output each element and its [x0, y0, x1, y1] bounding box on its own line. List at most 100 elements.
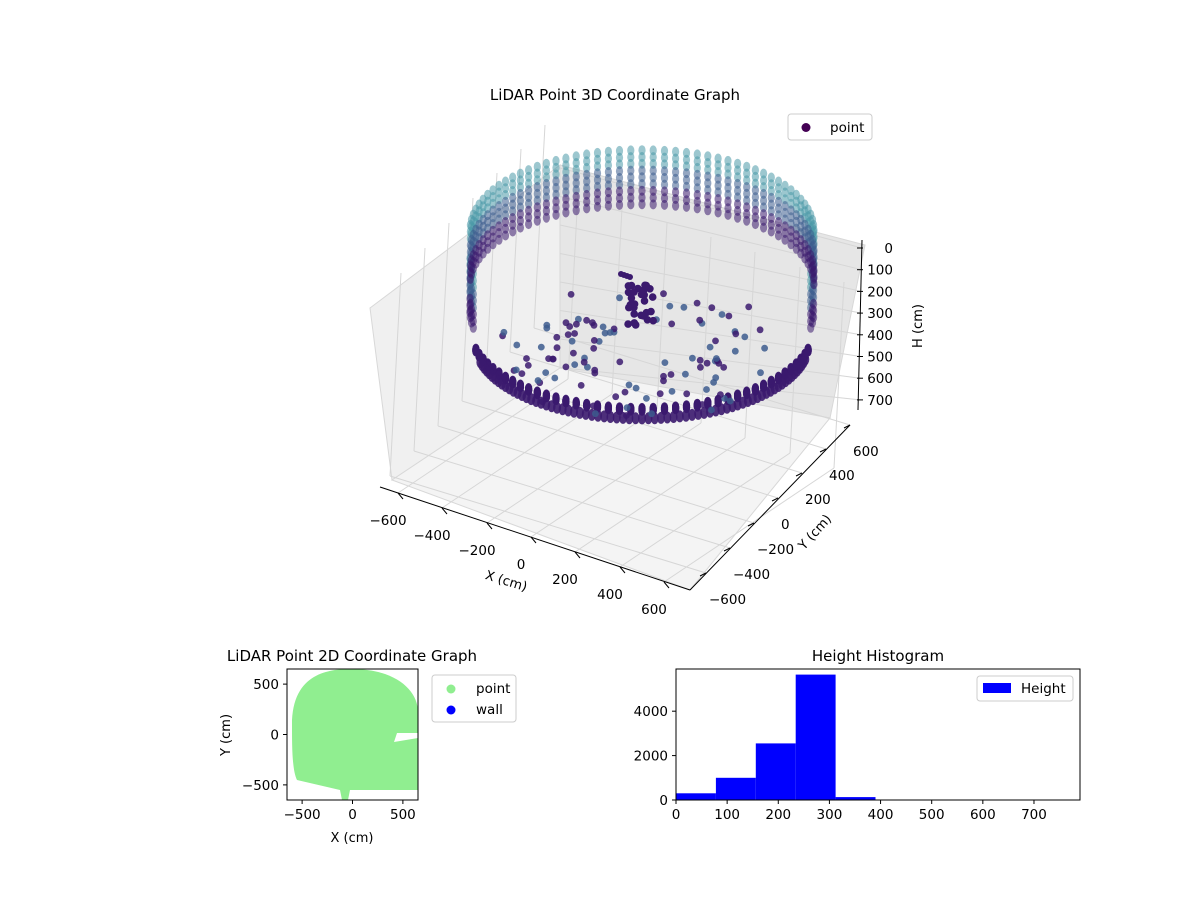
chart-3d-z-label: H (cm)	[911, 304, 926, 348]
chart-3d-back-grid-x	[567, 192, 579, 380]
chart-3d-point	[787, 239, 795, 250]
chart-3d-point	[580, 358, 588, 366]
chart-3d-y-axis	[689, 424, 851, 591]
chart-3d-y-tick-label: 600	[853, 444, 879, 460]
chart-3d-point	[627, 274, 633, 280]
chart-3d-point	[703, 359, 711, 367]
chart-3d-point	[731, 347, 739, 355]
chart-3d-y-tick-mark	[819, 448, 827, 453]
chart-3d-point	[591, 366, 599, 374]
chart-3d-point	[606, 411, 615, 423]
chart-3d-point	[638, 199, 646, 210]
histogram-bar	[755, 743, 796, 800]
chart-3d-point	[624, 288, 633, 297]
chart-3d-point	[714, 207, 722, 218]
chart-3d-x-tick-label: −600	[369, 513, 406, 529]
chart-3d: LiDAR Point 3D Coordinate Graph −600 −400…	[369, 86, 926, 618]
chart-3d-point	[543, 321, 551, 329]
chart-3d-side-grid-y	[437, 222, 450, 427]
chart-3d-point	[623, 404, 631, 412]
chart-2d-legend: point wall	[431, 674, 517, 723]
chart-3d-title: LiDAR Point 3D Coordinate Graph	[490, 86, 740, 104]
chart-3d-floor-grid-x	[530, 422, 702, 538]
chart-3d-y-tick-label: −200	[757, 542, 794, 558]
chart-3d-floor-grid-x	[574, 437, 746, 553]
chart-3d-point	[592, 410, 599, 418]
chart-3d-x-tick-label: −200	[458, 543, 495, 559]
chart-3d-x-tick-mark	[530, 536, 537, 544]
chart-3d-point	[649, 199, 657, 210]
chart-2d-y-label: Y (cm)	[219, 714, 234, 757]
chart-3d-point	[572, 205, 580, 216]
chart-3d-point	[542, 212, 551, 223]
histogram-legend: Height	[976, 675, 1074, 702]
chart-3d-point	[509, 226, 517, 237]
chart-3d-point	[781, 234, 789, 245]
chart-3d-point	[590, 345, 598, 352]
chart-3d-point	[616, 294, 623, 302]
chart-3d-point	[639, 312, 647, 320]
histogram-x-tick-label: 700	[1021, 807, 1047, 823]
chart-3d-point	[571, 330, 578, 337]
chart-3d-point	[717, 391, 724, 398]
chart-3d-point	[583, 203, 591, 214]
chart-3d-point	[660, 290, 667, 298]
chart-3d-point	[590, 321, 598, 329]
chart-3d-point	[667, 371, 675, 378]
chart-3d-y-tick-mark	[723, 547, 731, 552]
chart-3d-point	[656, 390, 664, 398]
chart-3d-point	[616, 358, 624, 366]
chart-histogram: Height Histogram 0 100 200 300 400 500 600 7000…	[634, 647, 1081, 823]
chart-3d-point	[703, 386, 710, 393]
chart-3d-point	[648, 410, 655, 418]
chart-3d-legend-label: point	[830, 120, 864, 136]
chart-3d-y-tick-label: −400	[733, 567, 770, 583]
chart-3d-point	[734, 212, 742, 223]
chart-3d-z-tick-label: 200	[867, 284, 893, 300]
histogram-bar	[835, 797, 876, 800]
chart-3d-point	[708, 406, 715, 414]
chart-3d-point	[704, 205, 712, 216]
chart-2d-point-cloud	[292, 669, 418, 800]
chart-3d-point	[612, 411, 621, 424]
chart-2d-ticks: −500 −500 0 0 500 500	[242, 677, 416, 823]
chart-3d-point	[756, 326, 764, 334]
chart-3d-point	[697, 363, 704, 371]
chart-3d-legend-box	[787, 113, 873, 141]
chart-3d-point	[694, 407, 703, 420]
chart-3d-point	[726, 397, 734, 405]
chart-3d-point	[484, 243, 492, 254]
chart-2d-plot-area	[292, 669, 418, 800]
histogram-title: Height Histogram	[812, 647, 944, 665]
chart-3d-point	[472, 346, 480, 357]
chart-3d-point	[571, 361, 579, 368]
chart-3d-point	[672, 200, 680, 211]
chart-3d-point	[630, 288, 638, 296]
chart-3d-point	[562, 207, 570, 218]
chart-3d-point	[683, 390, 691, 398]
chart-3d-x-tick-mark	[486, 522, 493, 530]
chart-3d-point	[599, 323, 607, 331]
chart-3d-x-tick-mark	[663, 581, 670, 589]
chart-3d-point	[648, 293, 657, 301]
chart-3d-floor-grid-x	[486, 408, 658, 524]
chart-3d-point	[525, 219, 533, 230]
chart-2d-title: LiDAR Point 2D Coordinate Graph	[227, 647, 477, 665]
chart-3d-z-tick-label: 500	[867, 350, 893, 366]
histogram-x-tick-label: 100	[714, 807, 740, 823]
chart-3d-floor-grid-y	[437, 425, 755, 524]
chart-3d-point	[593, 201, 602, 212]
chart-3d-point	[575, 406, 584, 419]
chart-3d-floor-grid-x	[619, 452, 791, 568]
chart-3d-point	[663, 411, 672, 424]
chart-3d-point	[647, 307, 655, 316]
chart-3d-point	[625, 381, 633, 389]
chart-3d-point	[567, 291, 575, 298]
chart-3d-back-grid-x	[611, 207, 623, 395]
chart-2d-x-tick-label: 500	[390, 807, 416, 823]
chart-3d-point	[612, 393, 620, 401]
chart-3d-point	[720, 364, 728, 371]
chart-3d-x-tick-label: 0	[517, 557, 526, 573]
chart-3d-floor-grid-y	[389, 475, 707, 574]
